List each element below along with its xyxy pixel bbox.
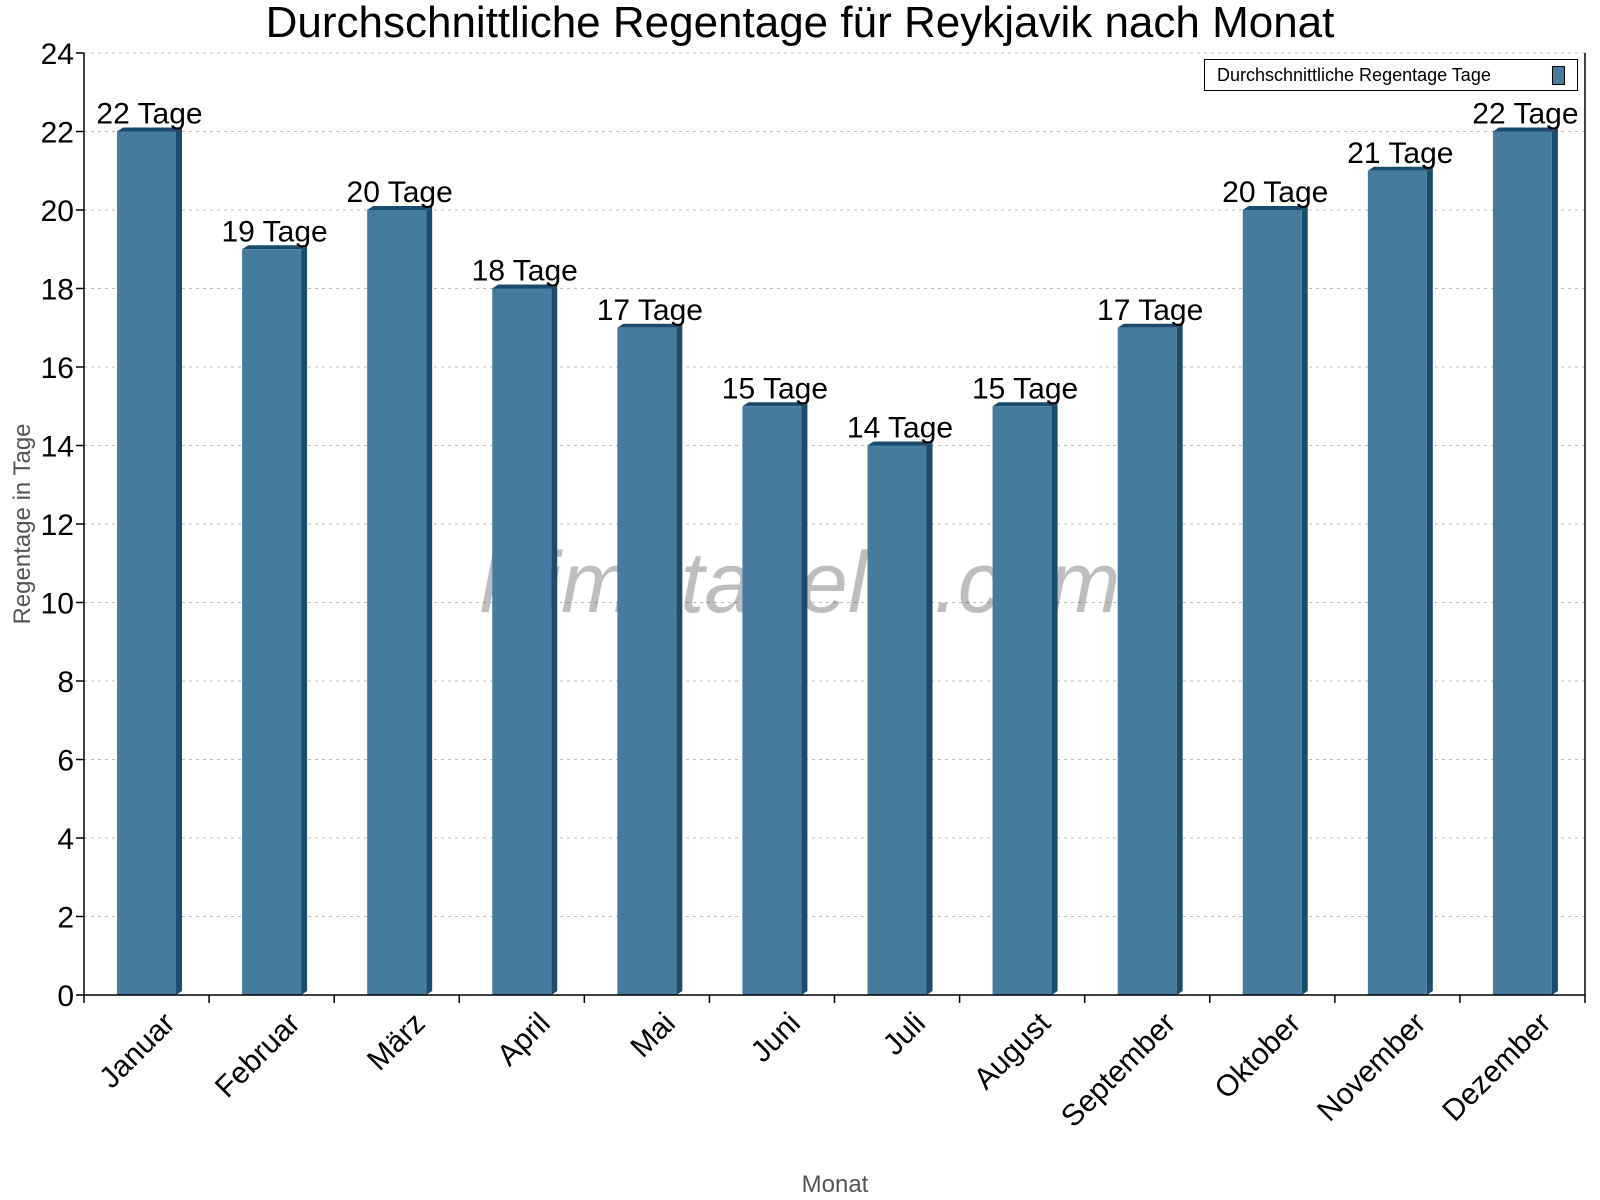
bar-top: [492, 284, 558, 289]
legend-swatch: [1552, 66, 1565, 85]
bar-side: [676, 323, 683, 995]
y-tick-label: 2: [57, 902, 74, 935]
bar: [617, 327, 677, 995]
y-tick-label: 4: [57, 823, 74, 856]
data-label: 21 Tage: [1347, 137, 1453, 170]
x-tick-label: Februar: [209, 1007, 307, 1105]
bar: [1492, 131, 1552, 995]
bar-top: [617, 323, 683, 328]
bar-side: [1551, 127, 1558, 995]
x-tick-label: Juli: [877, 1007, 932, 1062]
y-tick-label: 18: [41, 274, 74, 307]
y-tick-label: 20: [41, 195, 74, 228]
bar-top: [1117, 323, 1183, 328]
bar-side: [1176, 323, 1183, 995]
bar: [117, 131, 176, 995]
bar-top: [117, 127, 182, 132]
y-tick-label: 24: [41, 38, 74, 71]
bar-side: [1301, 206, 1308, 995]
data-label: 22 Tage: [1472, 98, 1578, 131]
bar-top: [867, 441, 933, 446]
bar-top: [992, 402, 1058, 407]
bar: [992, 406, 1052, 995]
bar: [742, 406, 802, 995]
x-tick-label: Dezember: [1436, 1007, 1557, 1128]
y-tick-label: 0: [57, 980, 74, 1013]
data-label: 15 Tage: [722, 372, 828, 405]
bar: [1117, 327, 1177, 995]
legend-label: Durchschnittliche Regentage Tage: [1217, 65, 1491, 85]
data-label: 14 Tage: [847, 412, 953, 445]
y-tick-label: 6: [57, 745, 74, 778]
bar-side: [926, 441, 933, 995]
data-label: 20 Tage: [347, 176, 453, 209]
bar-top: [242, 245, 308, 250]
x-tick-label: August: [968, 1006, 1058, 1096]
bar-side: [176, 127, 182, 995]
x-tick-label: Januar: [93, 1007, 181, 1095]
x-tick-label: April: [491, 1007, 557, 1073]
bar-top: [742, 402, 808, 407]
bar-side: [551, 284, 558, 995]
data-label: 17 Tage: [597, 294, 703, 327]
x-tick-label: März: [361, 1007, 431, 1077]
bar-top: [1367, 166, 1433, 171]
bar-side: [1051, 402, 1058, 995]
bar: [1367, 170, 1427, 995]
bar-side: [426, 206, 433, 995]
bar-side: [801, 402, 808, 995]
data-label: 20 Tage: [1222, 176, 1328, 209]
legend: Durchschnittliche Regentage Tage: [1204, 59, 1578, 91]
bar-side: [301, 245, 308, 995]
bar: [1242, 210, 1302, 995]
x-tick-label: Mai: [624, 1007, 682, 1065]
data-label: 18 Tage: [472, 255, 578, 288]
data-label: 22 Tage: [96, 98, 202, 131]
y-tick-label: 8: [57, 666, 74, 699]
y-axis-title: Regentage in Tage: [9, 423, 36, 624]
y-tick-label: 16: [41, 352, 74, 385]
bar-top: [367, 206, 433, 210]
x-axis-title: Monat: [802, 1171, 869, 1198]
chart-title: Durchschnittliche Regentage für Reykjavi…: [265, 0, 1335, 47]
bar: [367, 210, 427, 995]
data-label: 17 Tage: [1097, 294, 1203, 327]
x-tick-label: November: [1311, 1007, 1432, 1128]
y-tick-label: 22: [41, 117, 74, 150]
data-label: 19 Tage: [221, 215, 327, 248]
bar: [492, 288, 552, 995]
bar-top: [1492, 127, 1558, 132]
bar-top: [1242, 206, 1308, 210]
x-tick-label: Juni: [745, 1007, 807, 1069]
y-tick-label: 10: [41, 588, 74, 621]
bar-side: [1426, 166, 1433, 995]
x-tick-label: Oktober: [1208, 1007, 1307, 1106]
data-label: 15 Tage: [972, 372, 1078, 405]
y-tick-label: 14: [41, 431, 74, 464]
x-tick-label: September: [1055, 1007, 1182, 1134]
bar: [867, 445, 927, 995]
bar: [242, 249, 302, 995]
y-tick-label: 12: [41, 509, 74, 542]
